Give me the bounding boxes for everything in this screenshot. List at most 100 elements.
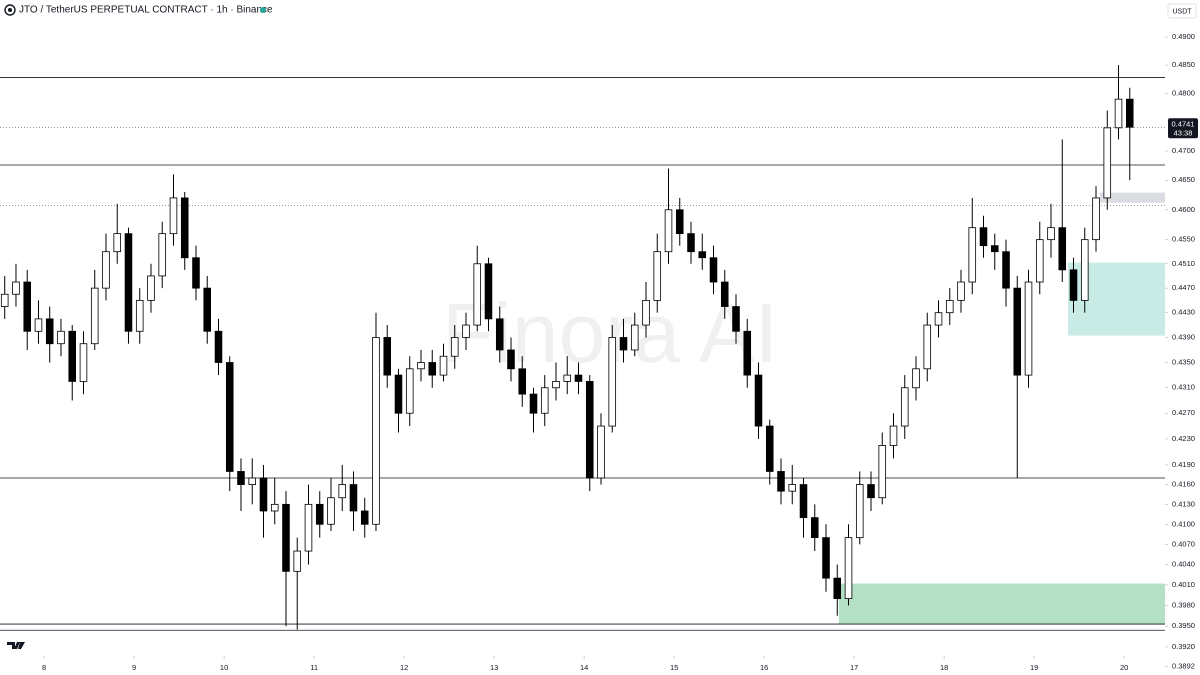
candle-body [788, 484, 797, 492]
y-tick-label: 0.4100 [1172, 519, 1195, 528]
zone [838, 583, 1165, 625]
candle-body [878, 445, 887, 499]
candle-body [529, 393, 538, 414]
candle-body [732, 306, 740, 332]
x-tick-label: 15 [670, 663, 678, 672]
background-layer [0, 77, 1165, 631]
candle-body [867, 484, 875, 499]
candle-body [1035, 239, 1044, 283]
candle-body [822, 537, 830, 579]
candle-body [293, 550, 302, 572]
candle-body [360, 510, 369, 525]
candle-body [473, 263, 482, 326]
y-tick-label: 0.4310 [1172, 383, 1195, 392]
y-tick-label: 0.4070 [1172, 539, 1195, 548]
y-tick-label: 0.3980 [1172, 600, 1195, 609]
candle-body [158, 233, 167, 277]
y-tick-label: 0.4850 [1172, 60, 1195, 69]
candle-body [1002, 251, 1010, 289]
candle-body [79, 343, 88, 382]
candle-body [90, 287, 99, 345]
x-tick-label: 13 [490, 663, 498, 672]
y-tick-label: 0.4510 [1172, 259, 1195, 268]
last-price-label: 0.4741 [1172, 119, 1195, 128]
candle-body [1024, 281, 1033, 376]
price-axis-panel [1165, 0, 1200, 675]
chart-title: JTO / TetherUS PERPETUAL CONTRACT · 1h ·… [19, 5, 273, 16]
candle-body [405, 368, 414, 414]
candle-body [383, 337, 392, 376]
candle-body [709, 257, 718, 283]
candle-body [765, 425, 774, 472]
currency-box[interactable] [1167, 3, 1197, 19]
candle-body [675, 209, 684, 235]
candle-body [934, 312, 943, 326]
candle-body [0, 293, 9, 307]
candle-body [1058, 227, 1067, 271]
candle-body [315, 503, 324, 525]
candle-body [653, 251, 662, 301]
y-tick-label: 0.4350 [1172, 357, 1195, 366]
candle-body [484, 263, 493, 320]
candle-body [180, 197, 189, 259]
y-tick-label: 0.4130 [1172, 499, 1195, 508]
y-tick-label: 0.4010 [1172, 580, 1195, 589]
y-tick-label: 0.4550 [1172, 235, 1195, 244]
candle-body [720, 281, 729, 307]
candle-body [1114, 98, 1123, 129]
candle-body [540, 387, 549, 414]
candle-body [462, 324, 470, 338]
y-tick-label: 0.3920 [1172, 642, 1195, 651]
y-tick-label: 0.4190 [1172, 460, 1195, 469]
candle-body [799, 484, 808, 519]
candle-body [225, 362, 234, 472]
y-tick-label: 0.4800 [1172, 88, 1195, 97]
y-tick-label: 0.4470 [1172, 283, 1195, 292]
candle-body [68, 330, 77, 382]
candle-body [889, 425, 898, 446]
candle-body [990, 245, 999, 253]
candle-body [608, 337, 617, 427]
candle-body [698, 251, 707, 259]
y-tick-label: 0.4600 [1172, 205, 1195, 214]
candle-body [585, 381, 594, 479]
plot-layer [0, 65, 1165, 630]
x-tick-label: 17 [850, 663, 858, 672]
candle-body [810, 517, 819, 539]
candle-body [102, 251, 110, 289]
x-tick-label: 14 [580, 663, 588, 672]
candle-body [507, 349, 515, 370]
candle-body [563, 374, 572, 382]
y-tick-label: 0.3892 [1172, 662, 1195, 671]
symbol-icon-dot [8, 8, 12, 12]
candle-body [259, 477, 268, 512]
candle-body [495, 318, 504, 351]
candle-body [124, 233, 133, 332]
y-tick-label: 0.4430 [1172, 308, 1195, 317]
x-tick-label: 8 [42, 663, 46, 672]
candle-body [777, 471, 785, 492]
x-tick-label: 12 [400, 663, 408, 672]
candle-body [1069, 269, 1078, 301]
candle-body [450, 337, 459, 357]
candle-body [45, 318, 54, 345]
candle-body [417, 362, 425, 370]
y-tick-label: 0.4160 [1172, 480, 1195, 489]
candle-body [1092, 197, 1100, 241]
currency-label: USDT [1172, 8, 1192, 15]
candle-body [1047, 227, 1055, 241]
y-tick-label: 0.4650 [1172, 175, 1195, 184]
candle-body [957, 281, 965, 301]
candle-body [642, 299, 650, 326]
candle-body [113, 233, 122, 253]
countdown-label: 43:38 [1174, 128, 1193, 137]
last-price-badge [1168, 118, 1198, 139]
y-tick-label: 0.4900 [1172, 32, 1195, 41]
symbol-icon [4, 4, 16, 16]
time-axis-panel [0, 656, 1165, 675]
candle-body [1103, 127, 1112, 199]
candle-body [338, 484, 347, 499]
candle-body [214, 330, 223, 363]
